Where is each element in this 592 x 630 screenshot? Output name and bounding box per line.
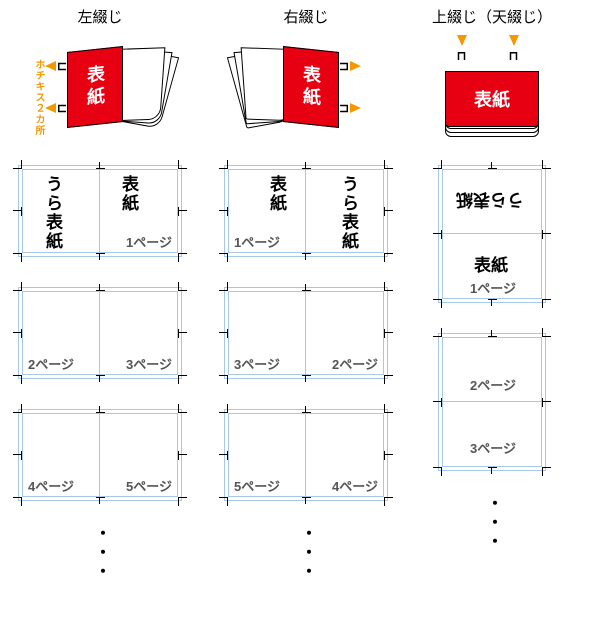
cover-text: 表紙 bbox=[474, 86, 510, 112]
title-right: 右綴じ bbox=[283, 6, 328, 27]
col-left-binding: 左綴じ ホチキス２カ所 ⊏ ⊏ 表紙 うら表紙 表紙 1ページ bbox=[6, 6, 194, 551]
arrow-icon bbox=[509, 35, 519, 46]
page-num: 4ページ bbox=[332, 476, 378, 495]
cover-icon: 表紙 bbox=[445, 71, 539, 127]
staple-mark: ⊐ bbox=[339, 59, 349, 73]
page-num: 2ページ bbox=[28, 354, 74, 373]
cover-label: 表紙 bbox=[264, 175, 289, 213]
arrow-icon bbox=[45, 103, 56, 113]
booklet-right: 表紙 ⊐ ⊐ bbox=[241, 35, 371, 145]
title-top: 上綴じ（天綴じ） bbox=[432, 6, 552, 27]
staple-mark: ⊏ bbox=[57, 101, 67, 115]
arrow-icon bbox=[457, 35, 467, 46]
page-num: 4ページ bbox=[28, 476, 74, 495]
cover-label: 表紙 bbox=[474, 251, 508, 276]
pages-icon bbox=[117, 49, 165, 125]
page-num: 2ページ bbox=[332, 354, 378, 373]
spread-23: 2ページ 3ページ bbox=[432, 327, 552, 477]
cover-icon: 表紙 bbox=[67, 46, 123, 128]
spread-cover: うら表紙 表紙 1ページ bbox=[12, 159, 188, 263]
page-num: 3ページ bbox=[470, 438, 516, 457]
binding-diagram: 左綴じ ホチキス２カ所 ⊏ ⊏ 表紙 うら表紙 表紙 1ページ bbox=[6, 6, 586, 551]
ellipsis: ・・・ bbox=[88, 525, 112, 551]
pages-icon bbox=[241, 49, 289, 125]
booklet-left: ホチキス２カ所 ⊏ ⊏ 表紙 bbox=[35, 35, 165, 145]
cover-text: 表紙 bbox=[298, 64, 324, 111]
back-cover-label: うら表紙 bbox=[40, 175, 65, 251]
page-num: 3ページ bbox=[126, 354, 172, 373]
spread-23: 2ページ 3ページ bbox=[12, 281, 188, 385]
ellipsis: ・・・ bbox=[480, 495, 504, 521]
col-right-binding: 右綴じ 表紙 ⊐ ⊐ 表紙 うら表紙 1ページ bbox=[212, 6, 400, 551]
booklet-top: ⊏ ⊏ 表紙 bbox=[427, 35, 557, 145]
staple-mark: ⊐ bbox=[339, 101, 349, 115]
title-left: 左綴じ bbox=[77, 6, 122, 27]
page-num: 1ページ bbox=[234, 232, 280, 251]
arrow-icon bbox=[350, 61, 361, 71]
cover-text: 表紙 bbox=[82, 64, 108, 111]
arrow-icon bbox=[350, 103, 361, 113]
back-cover-label-flipped: うら表紙 bbox=[456, 189, 524, 214]
cover-label: 表紙 bbox=[116, 175, 141, 213]
ellipsis: ・・・ bbox=[294, 525, 318, 551]
page-num: 5ページ bbox=[234, 476, 280, 495]
staple-note: ホチキス２カ所 bbox=[31, 59, 46, 136]
page-num: 1ページ bbox=[126, 232, 172, 251]
staple-mark: ⊏ bbox=[57, 59, 67, 73]
page-num: 2ページ bbox=[470, 375, 516, 394]
spread-cover: うら表紙 表紙 1ページ bbox=[432, 159, 552, 309]
col-top-binding: 上綴じ（天綴じ） ⊏ ⊏ 表紙 うら表紙 表紙 1ページ bbox=[418, 6, 566, 551]
spread-cover: 表紙 うら表紙 1ページ bbox=[218, 159, 394, 263]
spread-45: 5ページ 4ページ bbox=[218, 403, 394, 507]
page-num: 5ページ bbox=[126, 476, 172, 495]
spread-45: 4ページ 5ページ bbox=[12, 403, 188, 507]
cover-icon: 表紙 bbox=[283, 46, 339, 128]
spread-23: 3ページ 2ページ bbox=[218, 281, 394, 385]
page-num: 1ページ bbox=[470, 278, 516, 297]
arrow-icon bbox=[45, 61, 56, 71]
page-num: 3ページ bbox=[234, 354, 280, 373]
back-cover-label: うら表紙 bbox=[336, 175, 361, 251]
